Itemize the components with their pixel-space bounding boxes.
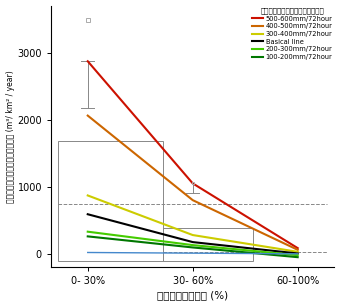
Legend: 500-600mm/72hour, 400-500mm/72hour, 300-400mm/72hour, Basical line, 200-300mm/72: 500-600mm/72hour, 400-500mm/72hour, 300-… <box>251 6 334 62</box>
Bar <box>58 141 163 260</box>
Bar <box>163 228 253 260</box>
X-axis label: 森の下草の植被率 (%): 森の下草の植被率 (%) <box>157 290 228 300</box>
Y-axis label: 単位面積当たりの年間土砂生産量 (m³/ km² / year): 単位面積当たりの年間土砂生産量 (m³/ km² / year) <box>5 70 15 203</box>
